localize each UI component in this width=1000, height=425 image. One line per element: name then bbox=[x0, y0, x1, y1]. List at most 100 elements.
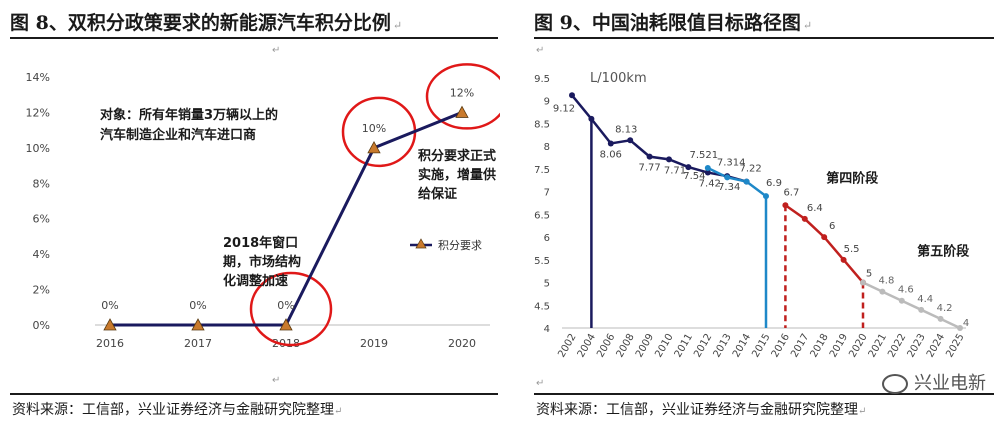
annotation-window-2: 期，市场结构 bbox=[223, 254, 301, 270]
data-label: 10% bbox=[362, 122, 386, 135]
right-source: 资料来源：工信部，兴业证券经济与金融研究院整理↵ bbox=[536, 402, 867, 418]
x-tick-label: 2002 bbox=[556, 332, 578, 360]
data-label: 8.06 bbox=[600, 149, 622, 160]
data-point bbox=[898, 297, 905, 304]
data-label: 7.77 bbox=[638, 163, 660, 174]
watermark: 兴业电新 bbox=[882, 369, 986, 395]
series-line-phase3 bbox=[707, 166, 767, 198]
annotation-target-2: 汽车制造企业和汽车进口商 bbox=[100, 127, 256, 143]
x-tick-label: 2023 bbox=[906, 332, 928, 360]
x-tick-label: 2025 bbox=[944, 332, 966, 360]
highlight-circle bbox=[425, 63, 500, 130]
data-marker bbox=[367, 141, 381, 154]
x-tick-label: 2011 bbox=[673, 332, 695, 360]
annotation-formal-2: 实施，增量供 bbox=[418, 167, 496, 183]
annotation-formal-1: 积分要求正式 bbox=[418, 148, 496, 164]
series-line-historical bbox=[571, 94, 747, 183]
left-chart: 0%2%4%6%8%10%12%14% 2016 2017 2018 2019 2020… bbox=[26, 63, 500, 350]
data-label: 8.13 bbox=[615, 124, 637, 135]
data-point bbox=[957, 325, 963, 331]
series-line-积分要求 bbox=[110, 111, 463, 327]
data-point bbox=[704, 169, 711, 176]
annotations: 对象：所有年销量3万辆以上的 汽车制造企业和汽车进口商 2018年窗口 期，市场… bbox=[100, 107, 496, 289]
y-tick-label: 10% bbox=[26, 142, 50, 155]
y-tick-label: 5 bbox=[544, 279, 550, 290]
data-label: 6.9 bbox=[766, 178, 782, 189]
data-label: 4.6 bbox=[898, 285, 914, 296]
data-label: 7.521 bbox=[689, 150, 718, 161]
y-tick-label: 9 bbox=[544, 97, 550, 108]
x-tick-label: 2015 bbox=[750, 332, 772, 360]
data-label: 0% bbox=[277, 299, 294, 312]
series-line-phase5 bbox=[862, 281, 961, 330]
data-point bbox=[666, 156, 672, 163]
data-label: 6.4 bbox=[807, 203, 823, 214]
data-label: 6.7 bbox=[783, 187, 799, 198]
data-point bbox=[937, 315, 944, 322]
y-tick-label: 14% bbox=[26, 71, 50, 84]
y-tick-label: 5.5 bbox=[534, 256, 550, 267]
x-tick-label: 2010 bbox=[653, 332, 675, 360]
data-marker bbox=[455, 105, 469, 118]
y-tick-label: 6% bbox=[33, 213, 50, 226]
data-label: 9.12 bbox=[553, 103, 575, 114]
x-tick-label: 2021 bbox=[867, 332, 889, 360]
data-label: 4.4 bbox=[917, 294, 933, 305]
x-tick-label: 2017 bbox=[184, 337, 212, 350]
y-tick-label: 4.5 bbox=[534, 301, 550, 312]
data-label: 5.5 bbox=[844, 244, 860, 255]
data-label: 12% bbox=[450, 86, 474, 99]
right-title: 图 9、中国油耗限值目标路径图 ↵ bbox=[534, 12, 813, 34]
y-tick-label: 8.5 bbox=[534, 119, 550, 130]
x-tick-label: 2013 bbox=[712, 332, 734, 360]
wechat-icon bbox=[882, 374, 908, 394]
right-title-rule bbox=[534, 37, 994, 39]
data-point bbox=[801, 215, 808, 222]
y-tick-label: 6.5 bbox=[534, 210, 550, 221]
x-tick-label: 2016 bbox=[770, 332, 792, 360]
y-tick-label: 8 bbox=[544, 142, 550, 153]
data-label: 7.71 bbox=[664, 165, 686, 176]
unit-label: L/100km bbox=[590, 71, 647, 86]
data-point bbox=[879, 288, 886, 295]
data-label: 7.54 bbox=[683, 171, 705, 182]
y-tick-label: 4 bbox=[544, 324, 550, 335]
data-label: 5 bbox=[866, 269, 872, 280]
left-title-rule bbox=[10, 37, 498, 39]
data-label: 4.2 bbox=[937, 303, 953, 314]
data-point bbox=[685, 164, 692, 171]
legend: 积分要求 bbox=[410, 238, 482, 252]
phase5-label: 第五阶段 bbox=[917, 243, 969, 259]
x-tick-label: 2008 bbox=[615, 332, 637, 360]
left-title: 图 8、双积分政策要求的新能源汽车积分比例 ↵ bbox=[10, 12, 403, 34]
y-tick-label: 7 bbox=[544, 188, 550, 199]
y-tick-label: 6 bbox=[544, 233, 550, 244]
phase4-label: 第四阶段 bbox=[826, 171, 878, 187]
y-tick-label: 7.5 bbox=[534, 165, 550, 176]
data-label: 7.22 bbox=[739, 164, 761, 175]
data-label: 7.314 bbox=[717, 157, 746, 168]
data-point bbox=[821, 234, 828, 241]
x-tick-label: 2017 bbox=[789, 332, 811, 360]
data-label: 4 bbox=[963, 318, 969, 329]
y-tick-label: 12% bbox=[26, 106, 50, 119]
data-point bbox=[569, 92, 575, 99]
x-tick-label: 2012 bbox=[692, 332, 714, 360]
y-tick-label: 4% bbox=[33, 248, 50, 261]
annotation-formal-3: 给保证 bbox=[418, 186, 457, 202]
x-tick-label: 2024 bbox=[925, 332, 947, 360]
data-point bbox=[588, 115, 595, 122]
data-point bbox=[743, 178, 750, 185]
data-label: 0% bbox=[101, 299, 118, 312]
y-tick-label: 8% bbox=[33, 177, 50, 190]
y-tick-label: 9.5 bbox=[534, 74, 550, 85]
right-source-rule bbox=[534, 393, 994, 395]
x-tick-label: 2019 bbox=[828, 332, 850, 360]
annotation-window-1: 2018年窗口 bbox=[223, 235, 298, 251]
x-tick-label: 2018 bbox=[809, 332, 831, 360]
x-tick-label: 2014 bbox=[731, 332, 753, 360]
data-point bbox=[704, 164, 711, 171]
data-label: 6 bbox=[829, 221, 835, 232]
data-label: 7.34 bbox=[718, 182, 740, 193]
para-mark: ↵ bbox=[272, 45, 281, 56]
